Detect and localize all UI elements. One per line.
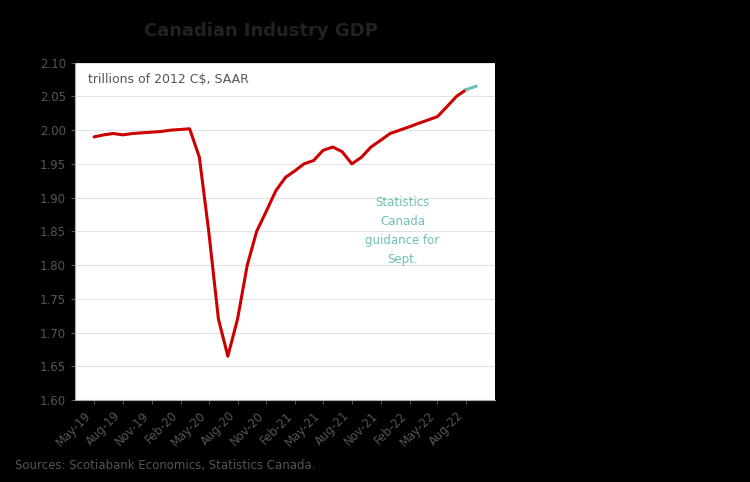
Text: Canadian Industry GDP: Canadian Industry GDP [144,22,377,40]
Text: Sources: Scotiabank Economics, Statistics Canada.: Sources: Scotiabank Economics, Statistic… [15,459,316,472]
Text: trillions of 2012 C$, SAAR: trillions of 2012 C$, SAAR [88,73,248,86]
Text: Statistics
Canada
guidance for
Sept.: Statistics Canada guidance for Sept. [365,196,440,267]
